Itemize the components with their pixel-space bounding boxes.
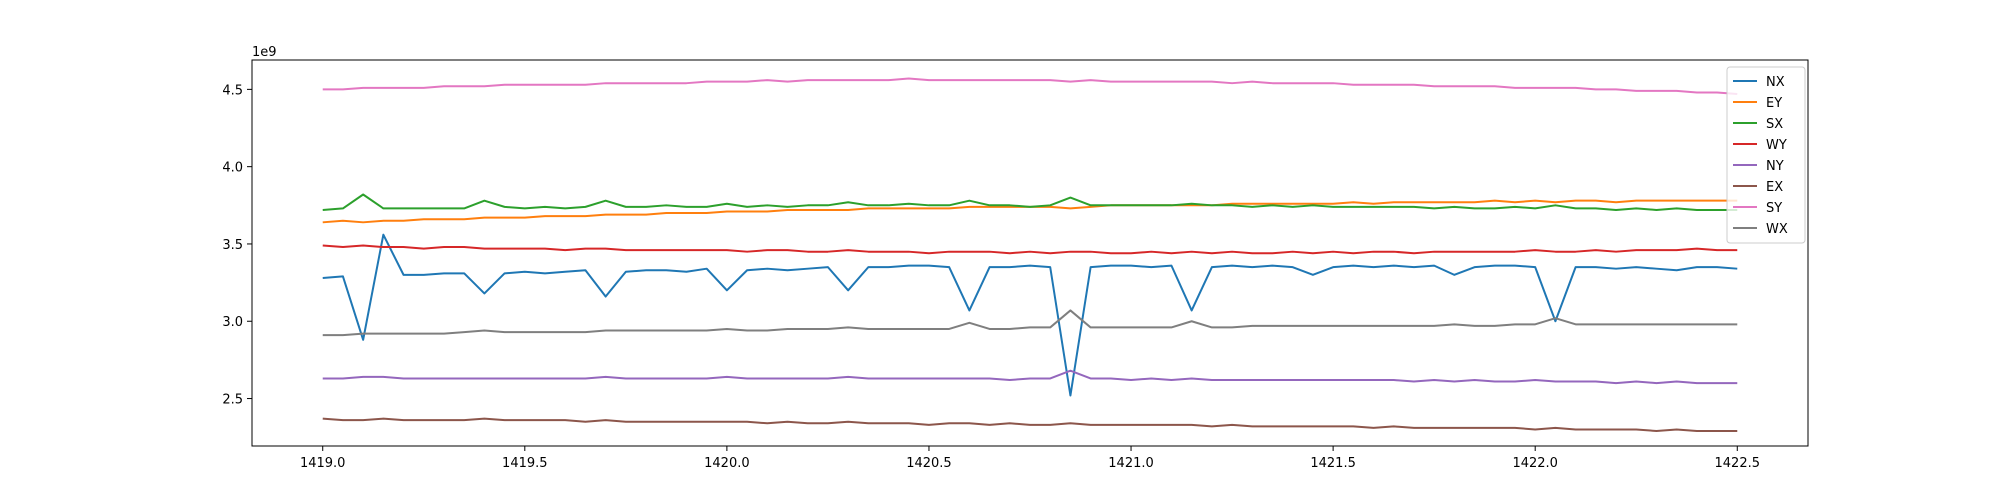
- legend-frame: [1726, 66, 1806, 244]
- x-tick-label: 1420.5: [906, 456, 952, 471]
- legend-label: NY: [1766, 159, 1784, 174]
- series-line: [322, 417, 1738, 433]
- plot-frame: [251, 59, 1809, 447]
- legend-label: NX: [1766, 75, 1785, 90]
- series-line: [322, 244, 1738, 255]
- x-tick-label: 1419.5: [502, 456, 548, 471]
- x-tick-label: 1420.0: [704, 456, 750, 471]
- legend: NX EY SX WY NY EX SY WX: [1726, 66, 1806, 244]
- series-line: [322, 77, 1738, 96]
- series-line: [322, 193, 1738, 211]
- series-line: [322, 233, 1738, 397]
- legend-label: EY: [1766, 96, 1782, 111]
- y-offset-label: 1e9: [252, 45, 277, 60]
- legend-label: EX: [1766, 180, 1783, 195]
- y-tick-label: 3.0: [222, 315, 243, 330]
- x-tick-label: 1421.0: [1108, 456, 1154, 471]
- x-tick-label: 1419.0: [300, 456, 346, 471]
- series-line: [322, 309, 1738, 337]
- legend-label: SX: [1766, 117, 1783, 132]
- series-line: [322, 369, 1738, 385]
- legend-label: SY: [1766, 201, 1782, 216]
- x-tick-label: 1422.5: [1715, 456, 1761, 471]
- x-tick-label: 1421.5: [1310, 456, 1356, 471]
- legend-label: WY: [1766, 138, 1787, 153]
- legend-label: WX: [1766, 222, 1788, 237]
- y-tick-label: 4.0: [222, 161, 243, 176]
- y-tick-label: 4.5: [222, 83, 243, 98]
- y-tick-label: 2.5: [222, 393, 243, 408]
- x-tick-label: 1422.0: [1512, 456, 1558, 471]
- y-tick-label: 3.5: [222, 238, 243, 253]
